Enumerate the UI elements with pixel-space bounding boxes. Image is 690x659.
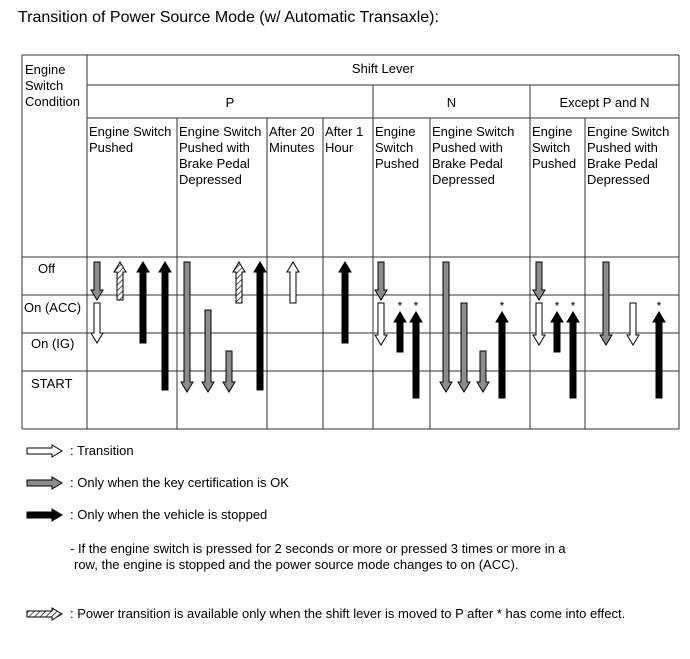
black-up-arrow-icon: [495, 311, 509, 399]
column-header-line: Pushed: [532, 156, 577, 171]
white-down-arrow-icon: [374, 302, 388, 346]
column-header-line: Engine Switch: [432, 124, 515, 139]
hatch-up-arrow-icon: [113, 261, 127, 301]
white-down-arrow-icon: [532, 302, 546, 346]
legend-note-2: row, the engine is stopped and the power…: [74, 557, 519, 572]
gray-down-arrow-icon: [457, 302, 471, 393]
black-up-arrow-icon: [566, 311, 580, 399]
column-header: Engine Switch Pushed with Brake Pedal Depre…: [179, 124, 261, 188]
column-header-line: After 20: [269, 124, 315, 139]
legend-transition: : Transition: [70, 443, 134, 458]
white-down-arrow-icon: [26, 444, 63, 458]
corner-header: Engine Switch Condition: [25, 62, 80, 110]
column-header: Engine Switch Pushed with Brake Pedal Depre…: [587, 124, 669, 188]
legend-key-ok: : Only when the key certification is OK: [70, 475, 289, 490]
black-up-arrow-icon: [136, 261, 150, 344]
black-up-arrow-icon: [338, 261, 352, 344]
legend-note-1: - If the engine switch is pressed for 2 …: [70, 541, 566, 556]
column-header-line: Pushed with: [587, 140, 658, 155]
hatch-up-arrow-icon: [232, 261, 246, 304]
corner-line: Condition: [25, 94, 80, 109]
column-header-line: Engine Switch: [587, 124, 670, 139]
column-header: After 20 Minutes: [269, 124, 315, 156]
group-n: N: [446, 95, 457, 110]
group-except: Except P and N: [559, 95, 650, 110]
column-header-line: Hour: [325, 140, 354, 155]
page-title: Transition of Power Source Mode (w/ Auto…: [18, 9, 439, 26]
star-marker: *: [657, 299, 662, 313]
group-p: P: [225, 95, 235, 110]
black-up-arrow-icon: [652, 311, 666, 399]
gray-down-arrow-icon: [599, 261, 613, 346]
legend-hatched: : Power transition is available only whe…: [70, 606, 626, 621]
black-up-arrow-icon: [253, 261, 267, 391]
column-header-line: Pushed with: [432, 140, 503, 155]
column-header-line: Brake Pedal: [179, 156, 250, 171]
star-marker: *: [414, 299, 419, 313]
corner-line: Engine: [25, 62, 66, 77]
column-header-line: Depressed: [179, 172, 242, 187]
column-header: Engine Switch Pushed: [89, 124, 171, 156]
shift-lever-header: Shift Lever: [351, 61, 415, 76]
column-header-line: Engine: [375, 124, 416, 139]
column-header-line: Depressed: [432, 172, 495, 187]
black-up-arrow-icon: [158, 261, 172, 391]
column-header-line: Engine Switch: [89, 124, 172, 139]
gray-down-arrow-icon: [439, 261, 453, 393]
white-down-arrow-icon: [90, 302, 104, 344]
white-down-arrow-icon: [626, 302, 640, 346]
column-header: Engine Switch Pushed with Brake Pedal Depre…: [432, 124, 514, 188]
white-up-arrow-icon: [286, 261, 300, 304]
state-off: Off: [38, 261, 56, 276]
gray-down-arrow-icon: [201, 309, 215, 393]
star-marker: *: [555, 299, 560, 313]
column-header-line: Engine Switch: [179, 124, 262, 139]
state-acc: On (ACC): [24, 300, 82, 315]
column-header-line: After 1: [325, 124, 364, 139]
column-header-line: Switch: [532, 140, 571, 155]
gray-down-arrow-icon: [26, 476, 63, 490]
column-header-line: Pushed: [375, 156, 420, 171]
column-header-line: Minutes: [269, 140, 315, 155]
hatch-down-arrow-icon: [26, 607, 63, 621]
gray-down-arrow-icon: [532, 261, 546, 301]
column-header-line: Depressed: [587, 172, 650, 187]
gray-down-arrow-icon: [222, 350, 236, 393]
gray-down-arrow-icon: [90, 261, 104, 301]
black-down-arrow-icon: [26, 508, 63, 522]
column-header: After 1 Hour: [325, 124, 363, 156]
star-marker: *: [500, 299, 505, 313]
star-marker: *: [571, 299, 576, 313]
column-header-line: Engine: [532, 124, 573, 139]
corner-line: Switch: [25, 78, 64, 93]
black-up-arrow-icon: [409, 311, 423, 399]
black-up-arrow-icon: [550, 311, 564, 353]
gray-down-arrow-icon: [180, 261, 194, 393]
column-header: Engine Switch Pushed: [375, 124, 419, 172]
legend-stopped: : Only when the vehicle is stopped: [70, 507, 268, 522]
black-up-arrow-icon: [393, 311, 407, 353]
column-header-line: Brake Pedal: [587, 156, 658, 171]
gray-down-arrow-icon: [374, 261, 388, 301]
column-header-line: Pushed with: [179, 140, 250, 155]
state-ig: On (IG): [31, 336, 75, 351]
star-marker: *: [398, 299, 403, 313]
column-header: Engine Switch Pushed: [532, 124, 576, 172]
column-header-line: Brake Pedal: [432, 156, 503, 171]
state-start: START: [31, 376, 73, 391]
column-header-line: Pushed: [89, 140, 134, 155]
gray-down-arrow-icon: [476, 350, 490, 393]
column-header-line: Switch: [375, 140, 414, 155]
